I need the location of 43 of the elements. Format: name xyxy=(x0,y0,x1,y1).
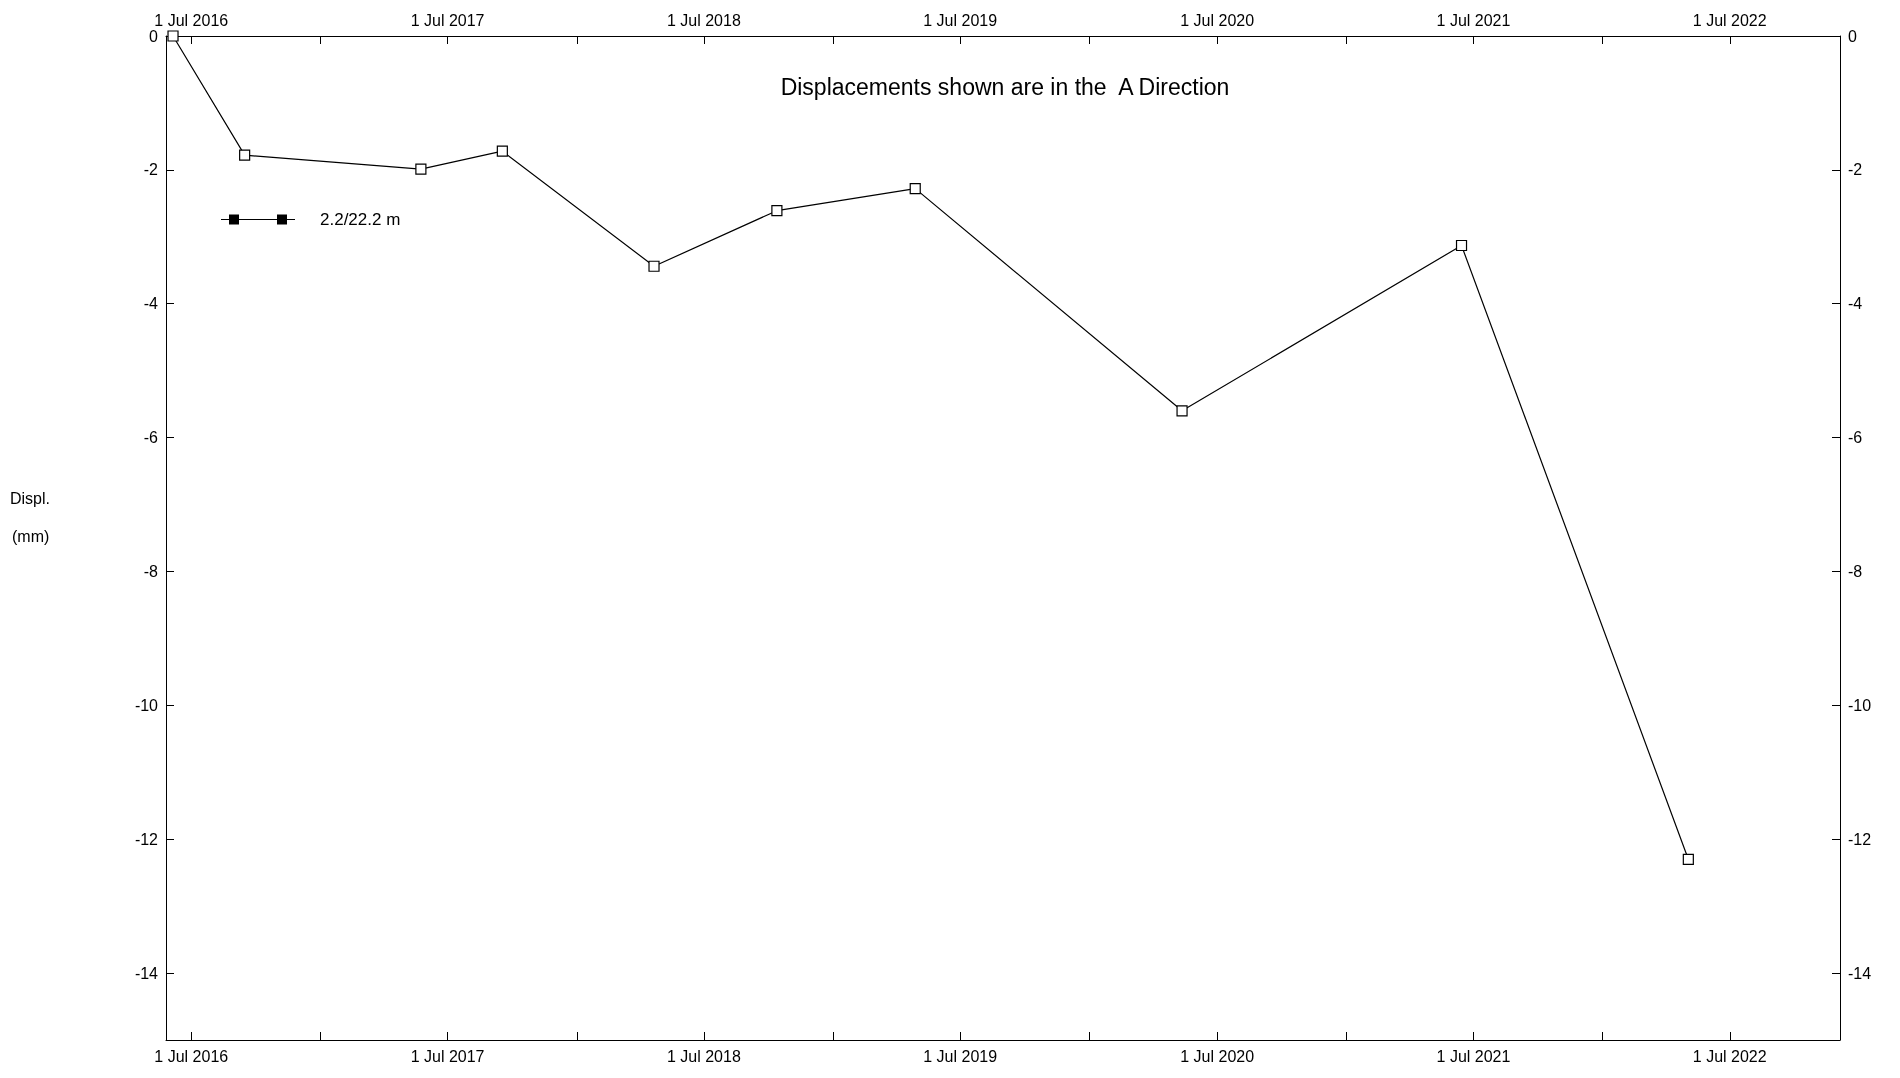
y2-tick-label: -2 xyxy=(1848,161,1863,179)
x-tick-label: 1 Jul 2018 xyxy=(666,1047,741,1065)
x2-tick-label: 1 Jul 2016 xyxy=(154,11,229,29)
x-tick-label: 1 Jul 2020 xyxy=(1180,1047,1255,1065)
x2-tick-label: 1 Jul 2018 xyxy=(666,11,741,29)
legend-label: 2.2/22.2 m xyxy=(320,210,401,229)
point xyxy=(496,145,508,157)
x-tick-label: 1 Jul 2019 xyxy=(923,1047,998,1065)
point xyxy=(1455,239,1468,252)
x2-tick-label: 1 Jul 2020 xyxy=(1180,11,1255,29)
x2-tick-label: 1 Jul 2017 xyxy=(410,11,485,29)
y-tick-label: -12 xyxy=(134,830,159,848)
y2-tick-label: -12 xyxy=(1848,830,1872,848)
point xyxy=(239,149,251,161)
y-tick-label: -10 xyxy=(134,696,159,714)
x-tick-label: 1 Jul 2017 xyxy=(410,1047,485,1065)
x2-tick-label: 1 Jul 2019 xyxy=(923,11,998,29)
point xyxy=(909,183,921,195)
point xyxy=(771,205,783,217)
y-tick-label: -6 xyxy=(143,429,159,447)
y-tick-label: 0 xyxy=(149,27,159,45)
text: Displacements shown are in the A Direction xyxy=(780,73,1230,100)
x-tick-label: 1 Jul 2022 xyxy=(1692,1047,1767,1065)
point xyxy=(1682,853,1694,865)
point xyxy=(167,30,179,42)
x2-tick-label: 1 Jul 2021 xyxy=(1436,11,1511,29)
x-tick-label: 1 Jul 2016 xyxy=(154,1047,229,1065)
point xyxy=(1176,405,1188,417)
y2-tick-label: -4 xyxy=(1848,295,1863,313)
text: Displ. (mm) xyxy=(10,489,51,545)
point xyxy=(648,260,660,272)
y-tick-label: -14 xyxy=(134,964,159,982)
y2-tick-label: -8 xyxy=(1848,562,1863,580)
y-tick-label: -8 xyxy=(143,562,159,580)
y-tick-label: -2 xyxy=(143,161,159,179)
y2-tick-label: -6 xyxy=(1848,429,1863,447)
point xyxy=(415,163,427,175)
y2-tick-label: 0 xyxy=(1848,27,1857,45)
x2-tick-label: 1 Jul 2022 xyxy=(1692,11,1767,29)
x-tick-label: 1 Jul 2021 xyxy=(1436,1047,1511,1065)
y-tick-label: -4 xyxy=(143,295,159,313)
y2-tick-label: -14 xyxy=(1848,964,1872,982)
y2-tick-label: -10 xyxy=(1848,696,1872,714)
